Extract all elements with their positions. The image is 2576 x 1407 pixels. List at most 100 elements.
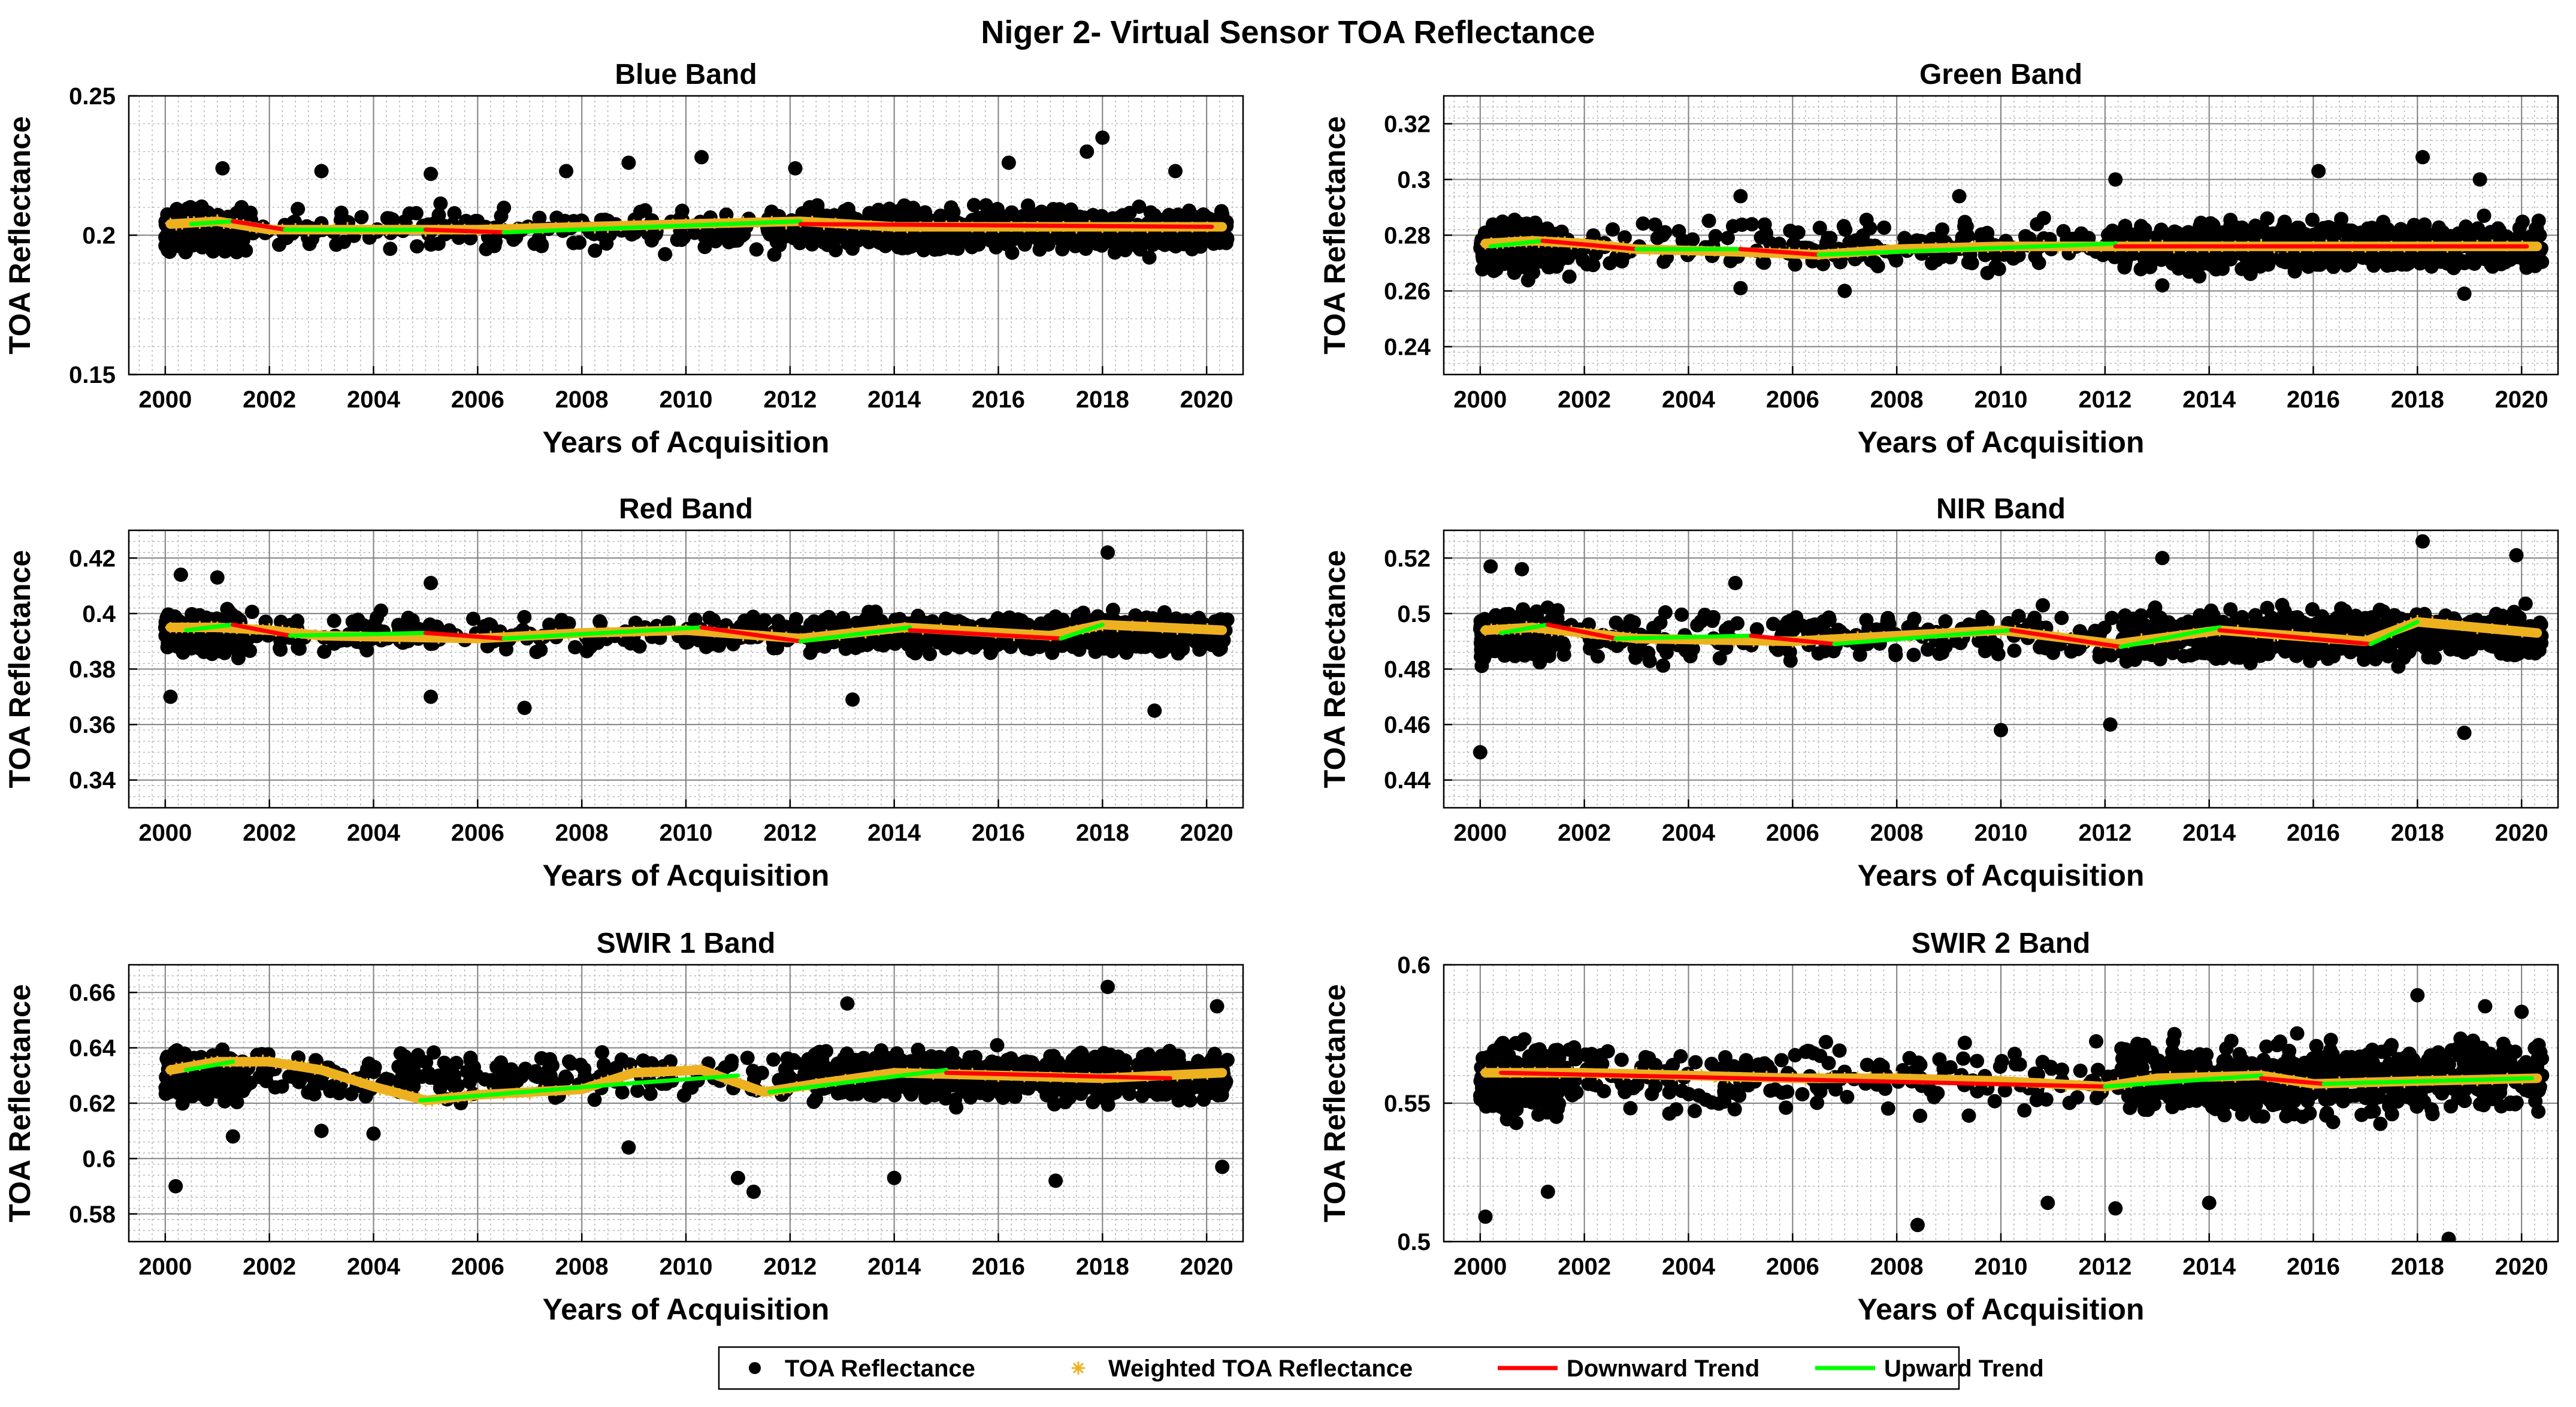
scatter-point [1837, 283, 1852, 298]
scatter-point [2418, 229, 2433, 243]
panel-red: 2000 2002 2004 2006 2008 2010 2012 2014 2016 2018… [3, 493, 1244, 892]
scatter-point [1659, 645, 1674, 660]
y-tick-label: 0.38 [69, 657, 116, 683]
scatter-point [1540, 221, 1555, 236]
scatter-point [825, 228, 840, 243]
trend-downward-line [1738, 247, 1821, 257]
trend-upward-line [184, 622, 235, 633]
scatter-point [2343, 253, 2358, 268]
scatter-point [703, 229, 718, 244]
x-tick-label: 2006 [451, 387, 504, 413]
x-tick-label: 2020 [1180, 820, 1233, 846]
panel-title: Red Band [619, 493, 753, 525]
scatter-point [860, 611, 875, 626]
scatter-point [1766, 617, 1780, 632]
y-tick-label: 0.24 [1384, 334, 1431, 361]
scatter-point [1957, 219, 1972, 234]
scatter-point [383, 241, 398, 256]
scatter-point [802, 200, 817, 215]
scatter-point [1712, 651, 1727, 666]
scatter-point [433, 196, 448, 211]
scatter-point [621, 155, 636, 170]
scatter-point [173, 567, 188, 582]
scatter-point [497, 200, 512, 215]
scatter-point [1783, 653, 1798, 668]
scatter-point [2072, 230, 2087, 244]
scatter-point [2209, 262, 2224, 277]
y-axis-label: TOA Reflectance [3, 116, 37, 354]
scatter-point [1783, 613, 1798, 628]
scatter-point [228, 229, 243, 244]
scatter-point [2108, 172, 2123, 187]
scatter-point [2366, 222, 2381, 237]
scatter-point [2176, 259, 2191, 274]
scatter-point [273, 642, 288, 657]
scatter-point [1877, 220, 1891, 235]
scatter-point [1168, 164, 1183, 179]
scatter-point [542, 617, 557, 632]
scatter-point [1042, 639, 1057, 653]
trend-upward-line [798, 625, 912, 644]
scatter-point [187, 609, 202, 624]
scatter-point [971, 237, 986, 252]
x-tick-label: 2000 [138, 820, 192, 846]
trend-downward-line [798, 222, 1214, 229]
scatter-point [2038, 641, 2053, 656]
scatter-point [697, 240, 712, 255]
trend-upward-line [501, 219, 803, 235]
scatter-point [787, 231, 802, 246]
scatter-point [1635, 216, 1650, 231]
scatter-point [1932, 647, 1947, 662]
trend-downward-line [231, 219, 288, 232]
y-tick-label: 0.4 [82, 601, 116, 627]
scatter-point [1032, 242, 1047, 257]
scatter-point [1157, 605, 1172, 620]
scatter-point [1674, 607, 1689, 622]
scatter-point [424, 237, 439, 252]
scatter-point [367, 617, 382, 632]
y-tick-label: 0.42 [69, 545, 116, 572]
y-axis-label: TOA Reflectance [1318, 116, 1352, 354]
panel-blue: 2000 2002 2004 2006 2008 2010 2012 2014 2016 2018… [3, 59, 1244, 459]
scatter-point [2036, 210, 2051, 225]
scatter-point [2311, 164, 2326, 179]
scatter-point [1961, 255, 1976, 270]
scatter-point [2248, 218, 2263, 233]
scatter-point [803, 617, 818, 632]
scatter-point [678, 635, 693, 650]
scatter-point [1783, 224, 1798, 238]
scatter-point [410, 239, 425, 254]
scatter-point [986, 207, 1001, 222]
y-tick-label: 0.25 [69, 83, 116, 110]
scatter-point [1756, 255, 1771, 270]
scatter-point [1475, 262, 1490, 277]
scatter-point [1991, 261, 2006, 276]
scatter-point [1975, 614, 1990, 629]
scatter-point [1014, 614, 1029, 629]
scatter-point [163, 689, 178, 704]
x-tick-label: 2004 [1662, 387, 1716, 413]
scatter-point [2423, 256, 2438, 271]
y-tick-label: 0.34 [69, 768, 116, 794]
scatter-point [1906, 647, 1921, 662]
scatter-point [694, 150, 709, 165]
scatter-point [1609, 615, 1623, 630]
scatter-point [2383, 257, 2397, 272]
scatter-point [1734, 218, 1749, 232]
scatter-point [1656, 254, 1671, 269]
scatter-point [2036, 598, 2050, 613]
scatter-point [2399, 224, 2414, 239]
y-tick-label: 0.28 [1384, 223, 1431, 249]
trend-upward-line [1816, 241, 2118, 257]
scatter-point [1610, 638, 1625, 653]
scatter-point [632, 639, 647, 654]
trend-downward-line [423, 227, 506, 235]
scatter-point [1772, 237, 1786, 251]
x-tick-label: 2004 [347, 387, 401, 413]
scatter-point [2181, 225, 2196, 240]
trend-upward-line [501, 625, 704, 641]
scatter-point [1852, 647, 1867, 662]
x-tick-label: 2008 [555, 387, 609, 413]
scatter-point [1647, 217, 1662, 232]
